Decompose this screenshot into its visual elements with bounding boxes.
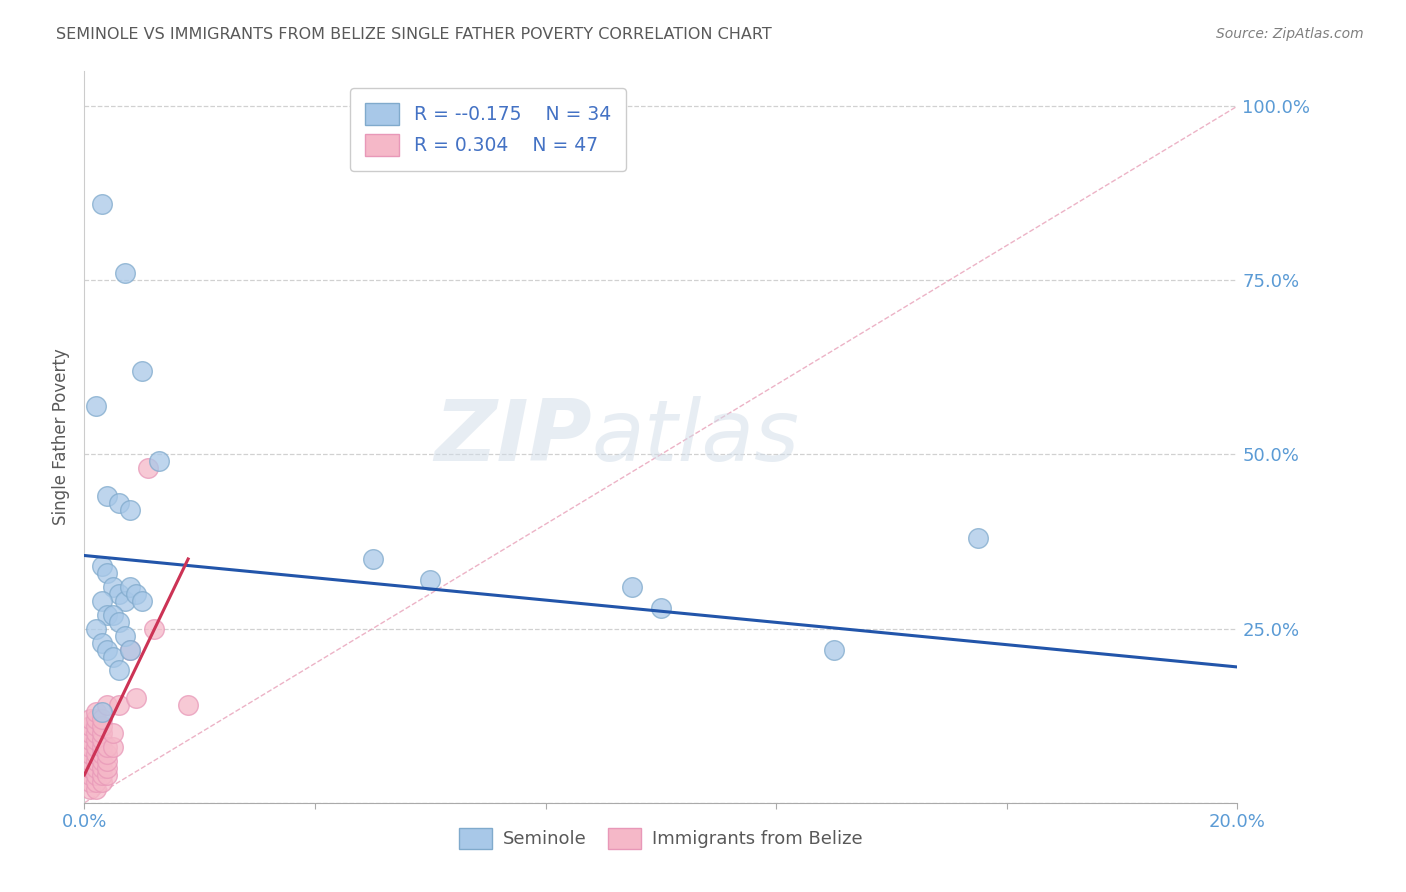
Point: [103, 580, 124, 594]
Point: [79, 761, 101, 775]
Point: [361, 552, 384, 566]
Point: [79, 747, 101, 761]
Point: [79, 768, 101, 782]
Point: [621, 580, 644, 594]
Point: [90, 740, 112, 755]
Point: [96, 489, 118, 503]
Point: [96, 566, 118, 580]
Point: [84, 399, 107, 413]
Point: [103, 607, 124, 622]
Point: [419, 573, 441, 587]
Point: [96, 768, 118, 782]
Point: [90, 705, 112, 719]
Point: [96, 642, 118, 657]
Point: [90, 726, 112, 740]
Point: [114, 266, 136, 280]
Point: [90, 594, 112, 608]
Point: [79, 775, 101, 789]
Point: [125, 691, 148, 706]
Point: [90, 719, 112, 733]
Point: [84, 733, 107, 747]
Point: [131, 364, 153, 378]
Point: [96, 740, 118, 755]
Point: [131, 594, 153, 608]
Point: [114, 594, 136, 608]
Point: [103, 726, 124, 740]
Point: [84, 712, 107, 726]
Point: [84, 781, 107, 796]
Point: [142, 622, 165, 636]
Point: [96, 747, 118, 761]
Point: [148, 454, 170, 468]
Point: [90, 196, 112, 211]
Point: [84, 775, 107, 789]
Y-axis label: Single Father Poverty: Single Father Poverty: [52, 349, 70, 525]
Point: [79, 712, 101, 726]
Point: [108, 615, 131, 629]
Point: [967, 531, 990, 545]
Point: [79, 754, 101, 768]
Point: [136, 461, 159, 475]
Point: [120, 503, 142, 517]
Point: [90, 635, 112, 649]
Point: [120, 642, 142, 657]
Point: [84, 740, 107, 755]
Point: [84, 726, 107, 740]
Point: [90, 747, 112, 761]
Point: [79, 781, 101, 796]
Point: [108, 698, 131, 713]
Point: [108, 587, 131, 601]
Point: [108, 664, 131, 678]
Point: [79, 740, 101, 755]
Text: ZIP: ZIP: [434, 395, 592, 479]
Point: [120, 642, 142, 657]
Point: [108, 496, 131, 510]
Point: [90, 558, 112, 573]
Point: [823, 642, 845, 657]
Point: [84, 754, 107, 768]
Point: [125, 587, 148, 601]
Point: [90, 733, 112, 747]
Text: Source: ZipAtlas.com: Source: ZipAtlas.com: [1216, 27, 1364, 41]
Point: [103, 740, 124, 755]
Point: [84, 768, 107, 782]
Point: [90, 768, 112, 782]
Point: [84, 705, 107, 719]
Point: [84, 761, 107, 775]
Text: atlas: atlas: [592, 395, 800, 479]
Point: [90, 712, 112, 726]
Legend: Seminole, Immigrants from Belize: Seminole, Immigrants from Belize: [453, 821, 869, 856]
Point: [120, 580, 142, 594]
Point: [90, 775, 112, 789]
Point: [177, 698, 200, 713]
Point: [84, 747, 107, 761]
Point: [84, 622, 107, 636]
Point: [96, 761, 118, 775]
Point: [114, 629, 136, 643]
Point: [90, 761, 112, 775]
Point: [650, 600, 672, 615]
Point: [96, 698, 118, 713]
Text: SEMINOLE VS IMMIGRANTS FROM BELIZE SINGLE FATHER POVERTY CORRELATION CHART: SEMINOLE VS IMMIGRANTS FROM BELIZE SINGL…: [56, 27, 772, 42]
Point: [79, 726, 101, 740]
Point: [96, 754, 118, 768]
Point: [79, 733, 101, 747]
Point: [79, 719, 101, 733]
Point: [96, 607, 118, 622]
Point: [84, 719, 107, 733]
Point: [103, 649, 124, 664]
Point: [90, 754, 112, 768]
